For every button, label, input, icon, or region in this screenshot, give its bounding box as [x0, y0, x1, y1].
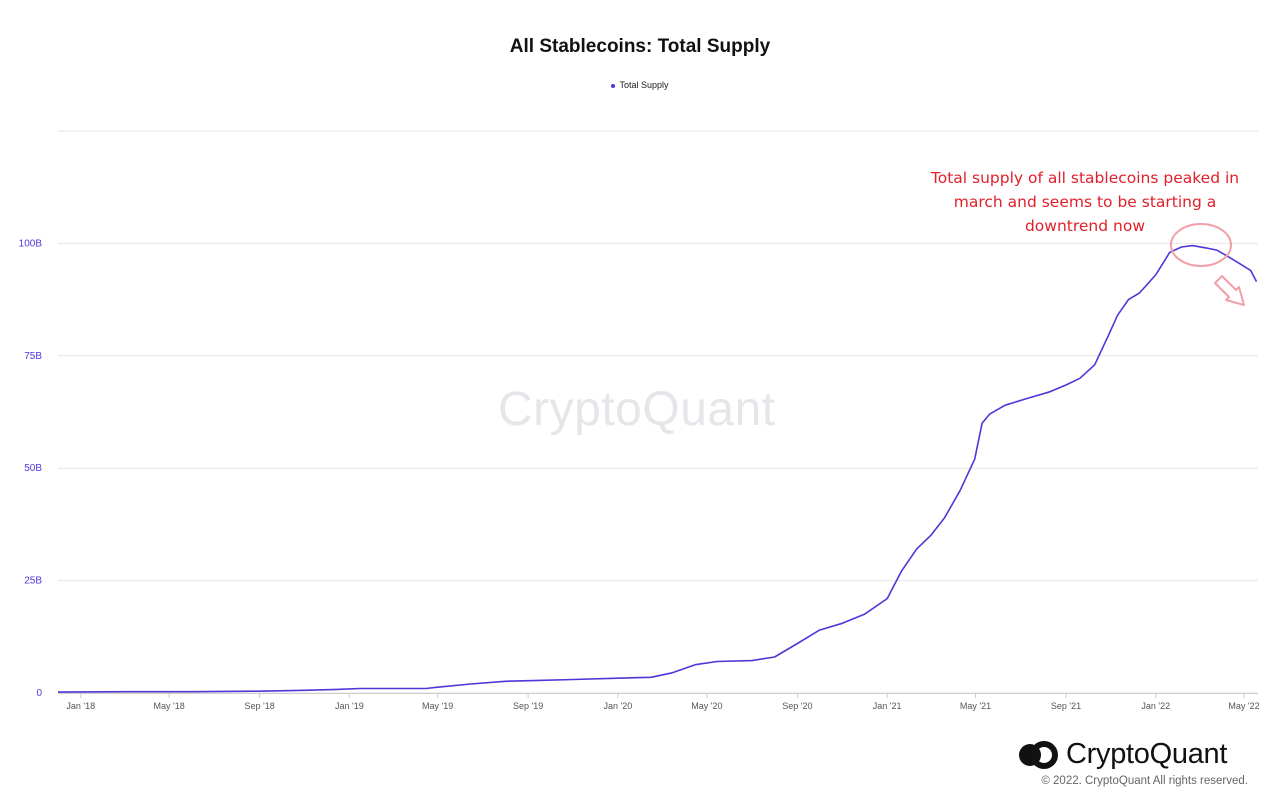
- legend-marker: [611, 83, 616, 88]
- x-tick-label: Sep '18: [244, 701, 274, 711]
- y-tick-label: 100B: [19, 238, 43, 249]
- series-line-total-supply: [57, 244, 1258, 693]
- y-tick-label: 0: [36, 688, 42, 699]
- y-tick-label: 75B: [24, 351, 42, 362]
- x-tick-label: May '18: [153, 701, 184, 711]
- cryptoquant-logo-icon: [1019, 740, 1058, 769]
- legend[interactable]: Total Supply: [0, 80, 1280, 90]
- x-axis: Jan '18 May '18 Sep '18 Jan '19 May '19 Sep '…: [58, 693, 1260, 711]
- peak-highlight-circle: [1170, 223, 1232, 267]
- x-tick-label: Sep '20: [782, 701, 812, 711]
- y-axis: 0 25B 50B 75B 100B: [19, 238, 43, 699]
- x-tick-label: May '21: [960, 701, 991, 711]
- series-layer: [57, 244, 1258, 693]
- x-tick-label: May '19: [422, 701, 453, 711]
- x-tick-label: Jan '22: [1141, 701, 1170, 711]
- watermark: CryptoQuant: [498, 383, 776, 436]
- x-tick-label: Jan '19: [335, 701, 364, 711]
- x-tick-label: Sep '21: [1051, 701, 1081, 711]
- x-tick-label: Jan '21: [873, 701, 902, 711]
- x-tick-label: May '20: [691, 701, 722, 711]
- brand-logo[interactable]: CryptoQuant: [1018, 738, 1227, 771]
- x-tick-label: Sep '19: [513, 701, 543, 711]
- brand-name: CryptoQuant: [1066, 738, 1228, 770]
- y-tick-label: 50B: [24, 463, 42, 474]
- annotation-line: downtrend now: [1024, 217, 1146, 235]
- annotation-marks: [1170, 223, 1245, 306]
- chart-title: All Stablecoins: Total Supply: [509, 36, 771, 57]
- annotation-text: Total supply of all stablecoins peaked i…: [920, 166, 1250, 238]
- annotation-line: march and seems to be starting a: [953, 193, 1217, 211]
- x-tick-label: Jan '20: [604, 701, 633, 711]
- copyright-text: © 2022. CryptoQuant All rights reserved.: [1041, 775, 1248, 787]
- downtrend-arrow-icon: [1214, 275, 1245, 306]
- x-tick-label: Jan '18: [66, 701, 95, 711]
- annotation-line: Total supply of all stablecoins peaked i…: [930, 169, 1240, 187]
- x-tick-label: May '22: [1228, 701, 1259, 711]
- y-tick-label: 25B: [24, 576, 42, 587]
- legend-label: Total Supply: [619, 80, 669, 90]
